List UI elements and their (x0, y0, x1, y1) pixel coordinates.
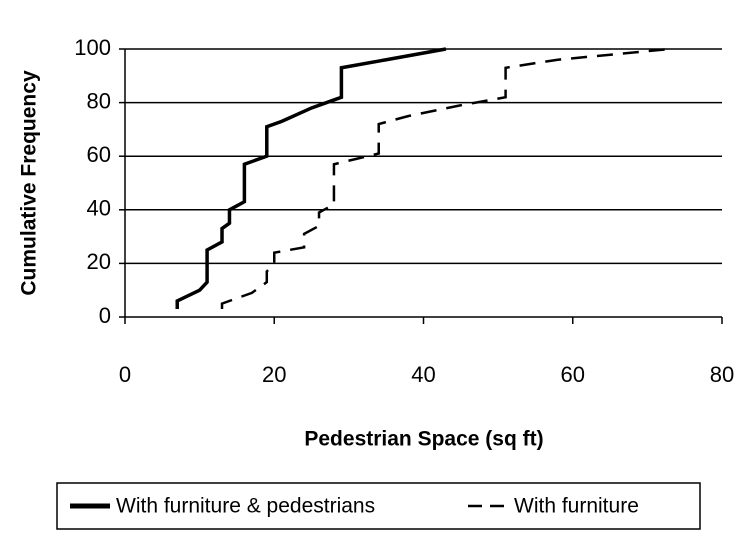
y-tick-label: 20 (87, 249, 111, 274)
x-tick-label: 60 (561, 362, 585, 387)
legend-label: With furniture & pedestrians (116, 495, 375, 518)
legend-label: With furniture (514, 495, 639, 518)
data-line (220, 47, 670, 309)
y-tick-label: 40 (87, 196, 111, 221)
x-tick-label: 40 (411, 362, 435, 387)
data-line (175, 47, 447, 309)
y-tick-label: 60 (87, 142, 111, 167)
y-tick-label: 80 (87, 88, 111, 113)
x-axis-title: Pedestrian Space (sq ft) (304, 428, 543, 451)
legend-box (56, 482, 701, 530)
x-tick-label: 0 (119, 362, 131, 387)
y-axis-title: Cumulative Frequency (18, 70, 41, 296)
x-tick-label: 80 (710, 362, 734, 387)
y-tick-label: 100 (74, 35, 111, 60)
y-tick-label: 0 (99, 303, 111, 328)
x-tick-label: 20 (262, 362, 286, 387)
